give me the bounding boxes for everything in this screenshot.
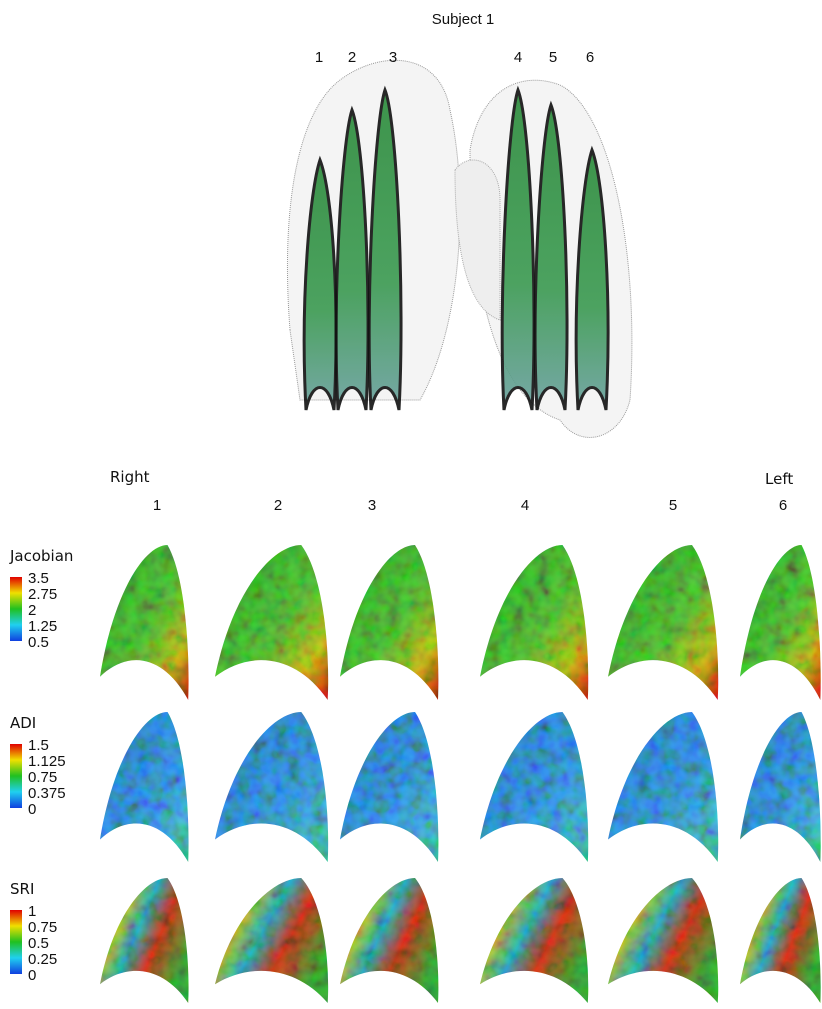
lung-slice [215,545,328,700]
column-number: 2 [274,497,282,514]
column-number: 5 [669,497,677,514]
row-label: SRI [10,880,34,898]
colorbar-tick: 0.75 [28,919,57,936]
colorbar-tick: 0 [28,967,36,984]
lung-slice [608,878,718,1003]
lung-slice [740,712,821,862]
colorbar-tick: 0.25 [28,951,57,968]
slice-number: 5 [549,49,557,66]
lung-slice [608,545,718,700]
lung-slice [340,712,438,862]
row-label: ADI [10,714,36,732]
colorbar [10,910,22,974]
figure: Subject 1 1 2 3 4 5 6 Right Left 1 2 3 4 5 6 Jacobian 3.… [0,0,822,1009]
colorbar-tick: 1.5 [28,737,49,754]
row-label: Jacobian [9,547,73,565]
lung-slice [608,712,718,862]
title: Subject 1 [432,11,495,28]
colorbar-tick: 1.125 [28,753,66,770]
column-number: 3 [368,497,376,514]
page: {"header":{"title":"Subject 1"}, "slices… [0,0,822,1009]
lung-slice [480,712,588,862]
slice-number: 6 [586,49,594,66]
side-label: Right [110,468,150,486]
lung-slice [215,878,328,1003]
lung-slice [740,878,821,1003]
lung-slice [340,878,438,1003]
slice-number: 1 [315,49,323,66]
column-number: 6 [779,497,787,514]
colorbar-tick: 0.5 [28,935,49,952]
colorbar-tick: 0.75 [28,769,57,786]
lung-slice [340,545,438,700]
colorbar-tick: 2 [28,602,36,619]
colorbar [10,744,22,808]
column-number: 1 [153,497,161,514]
colorbar [10,577,22,641]
lung-slice [740,545,821,700]
lung-slice [100,878,189,1003]
slice-number: 3 [389,49,397,66]
colorbar-tick: 0 [28,801,36,818]
lung-slice [480,545,588,700]
lung-slice [100,545,189,700]
slice-number: 4 [514,49,522,66]
colorbar-tick: 3.5 [28,570,49,587]
lung-outline [455,160,500,320]
side-label: Left [765,470,793,488]
lung-slice [100,712,189,862]
slice-number: 2 [348,49,356,66]
colorbar-tick: 0.5 [28,634,49,651]
column-number: 4 [521,497,529,514]
lung-slice [215,712,328,862]
lung-slice [480,878,588,1003]
colorbar-tick: 1 [28,903,36,920]
colorbar-tick: 2.75 [28,586,57,603]
colorbar-tick: 1.25 [28,618,57,635]
colorbar-tick: 0.375 [28,785,66,802]
